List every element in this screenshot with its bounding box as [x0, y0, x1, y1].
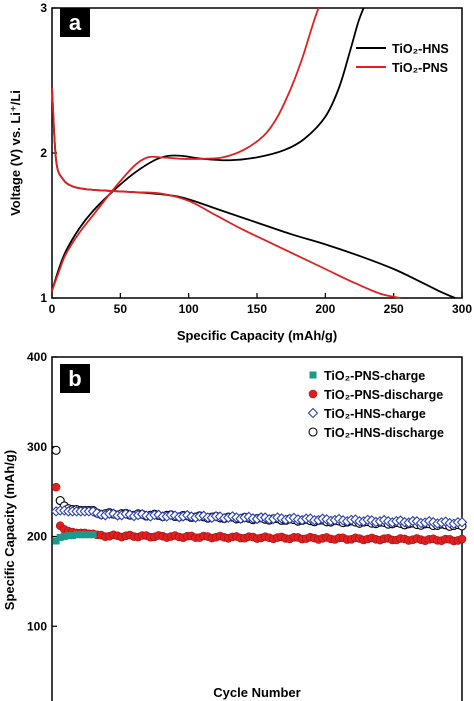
legend-label-pns-charge: TiO₂-PNS-charge — [324, 369, 425, 383]
a-ytick-label: 3 — [40, 1, 47, 15]
data-point — [60, 533, 68, 540]
b-ytick-label: 400 — [27, 350, 47, 364]
panel-b-legend: TiO₂-PNS-charge TiO₂-PNS-discharge TiO₂-… — [307, 369, 444, 440]
b-ytick-label: 100 — [27, 619, 47, 633]
panel-b-cycling: 0204060801000100200300400 b TiO₂-PNS-cha… — [2, 350, 468, 701]
panel-a-label-box — [60, 8, 90, 37]
legend-label-hns-charge: TiO₂-HNS-charge — [324, 407, 426, 421]
panel-b-label: b — [68, 366, 81, 391]
panel-b-ylabel: Specific Capacity (mAh/g) — [2, 450, 17, 610]
panel-a-voltage-profile: 0 50 100 150 200 250 300 1 2 3 a TiO₂-HNS TiO₂-PN… — [8, 1, 472, 343]
series-TiO₂-HNS-charge — [50, 505, 468, 530]
series-TiO₂-PNS-charge — [52, 531, 97, 545]
legend-label-pns-discharge: TiO₂-PNS-discharge — [324, 388, 443, 402]
data-point — [457, 534, 467, 544]
curve-pns-charge — [51, 7, 320, 292]
panel-a-label: a — [69, 10, 82, 35]
legend-label-hns-discharge: TiO₂-HNS-discharge — [324, 426, 444, 440]
data-point — [51, 445, 61, 455]
curve-hns-discharge — [51, 87, 456, 299]
legend-marker — [309, 371, 317, 379]
data-point — [89, 531, 97, 539]
b-ytick-label: 300 — [27, 440, 47, 454]
a-xtick-label: 100 — [179, 302, 199, 316]
a-xtick-label: 150 — [247, 302, 267, 316]
data-point — [73, 531, 81, 539]
a-xtick-label: 0 — [49, 302, 56, 316]
legend-marker — [308, 427, 318, 437]
legend-label-hns: TiO₂-HNS — [392, 42, 449, 56]
data-point — [456, 516, 468, 528]
panel-b-series — [50, 445, 468, 546]
panel-b-label-box — [60, 364, 90, 393]
legend-marker — [308, 389, 318, 399]
panel-a-xlabel: Specific Capacity (mAh/g) — [177, 328, 337, 343]
legend-marker — [307, 407, 319, 419]
panel-a-ylabel: Voltage (V) vs. Li⁺/Li — [8, 90, 23, 216]
data-point — [51, 482, 61, 492]
series-TiO₂-PNS-discharge — [51, 482, 467, 546]
curve-hns-charge — [51, 7, 365, 292]
data-point — [52, 537, 60, 545]
data-point — [64, 532, 72, 540]
a-xtick-label: 200 — [315, 302, 335, 316]
a-xtick-label: 300 — [452, 302, 472, 316]
a-ytick-label: 1 — [40, 291, 47, 305]
panel-a-ticks: 0 50 100 150 200 250 300 1 2 3 — [40, 1, 472, 316]
a-xtick-label: 50 — [114, 302, 128, 316]
data-point — [85, 531, 93, 539]
a-ytick-label: 2 — [40, 146, 47, 160]
b-ytick-label: 200 — [27, 530, 47, 544]
legend-label-pns: TiO₂-PNS — [392, 61, 448, 75]
curve-pns-discharge — [51, 87, 401, 299]
a-xtick-label: 250 — [384, 302, 404, 316]
data-point — [56, 533, 64, 541]
data-point — [77, 531, 85, 539]
panel-a-series — [51, 7, 456, 299]
panel-b-xlabel: Cycle Number — [213, 685, 300, 700]
data-point — [81, 531, 89, 539]
data-point — [69, 532, 76, 540]
panel-a-legend: TiO₂-HNS TiO₂-PNS — [356, 42, 449, 75]
